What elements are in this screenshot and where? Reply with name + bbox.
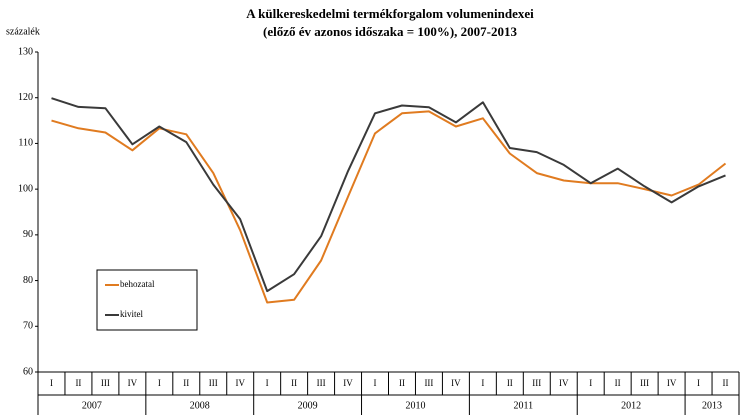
x-tick-label: II <box>75 378 81 388</box>
x-tick-label: IV <box>343 378 353 388</box>
year-label: 2007 <box>82 400 102 411</box>
series-line <box>51 97 726 293</box>
legend-label: behozatal <box>120 279 155 289</box>
x-tick-label: II <box>507 378 513 388</box>
x-tick-label: IV <box>559 378 569 388</box>
y-tick-label: 120 <box>18 92 33 103</box>
x-tick-label: I <box>481 378 484 388</box>
x-tick-label: I <box>266 378 269 388</box>
x-tick-label: II <box>291 378 297 388</box>
year-label: 2013 <box>702 400 722 411</box>
x-tick-label: III <box>317 378 326 388</box>
x-tick-label: II <box>615 378 621 388</box>
legend-box <box>96 269 198 331</box>
x-tick-label: I <box>158 378 161 388</box>
y-tick-label: 130 <box>18 46 33 57</box>
year-label: 2012 <box>621 400 641 411</box>
x-tick-label: II <box>183 378 189 388</box>
x-tick-label: I <box>697 378 700 388</box>
x-tick-label: III <box>209 378 218 388</box>
y-axis-label: százalék <box>6 26 40 37</box>
x-tick-label: II <box>399 378 405 388</box>
y-tick-label: 110 <box>18 138 33 149</box>
x-tick-label: IV <box>128 378 138 388</box>
x-tick-label: I <box>50 378 53 388</box>
year-label: 2008 <box>190 400 210 411</box>
x-tick-label: IV <box>451 378 461 388</box>
x-tick-label: III <box>640 378 649 388</box>
y-tick-label: 100 <box>18 183 33 194</box>
y-tick-label: 60 <box>23 366 33 377</box>
x-tick-label: II <box>723 378 729 388</box>
x-tick-label: III <box>424 378 433 388</box>
x-tick-label: III <box>532 378 541 388</box>
legend-label: kivitel <box>120 309 143 319</box>
year-label: 2009 <box>298 400 318 411</box>
year-label: 2011 <box>513 400 533 411</box>
x-tick-label: IV <box>235 378 245 388</box>
chart-subtitle: (előző év azonos időszaka = 100%), 2007-… <box>263 24 518 39</box>
year-label: 2010 <box>405 400 425 411</box>
x-tick-label: III <box>101 378 110 388</box>
chart-title: A külkereskedelmi termékforgalom volumen… <box>246 6 534 21</box>
y-tick-label: 90 <box>23 229 33 240</box>
y-tick-label: 70 <box>23 321 33 332</box>
x-tick-label: I <box>374 378 377 388</box>
x-tick-label: I <box>589 378 592 388</box>
x-tick-label: IV <box>667 378 677 388</box>
y-tick-label: 80 <box>23 275 33 286</box>
